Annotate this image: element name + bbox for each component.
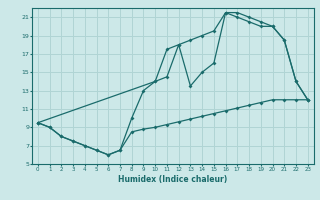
X-axis label: Humidex (Indice chaleur): Humidex (Indice chaleur) [118,175,228,184]
